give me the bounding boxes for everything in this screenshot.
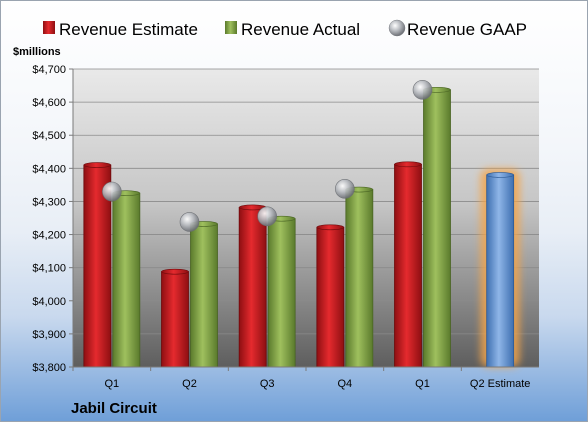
estimate-bar-body [161, 271, 189, 368]
y-axis: $3,800 $3,900 $4,000 $4,100 $4,200 $4,300 $4,4… [32, 64, 74, 374]
y-tick-label: $4,400 [32, 163, 66, 175]
actual-bar [423, 87, 451, 368]
legend-label: Revenue Estimate [59, 20, 198, 39]
estimate-bar-cap [394, 161, 422, 168]
gaap-marker [102, 181, 122, 202]
y-tick-label: $4,200 [32, 230, 66, 242]
actual-bar [112, 190, 141, 368]
estimate-bar [161, 268, 189, 368]
y-tick-label: $4,300 [32, 196, 66, 208]
legend-item: Revenue GAAP [388, 19, 527, 39]
actual-bar-body [423, 89, 451, 368]
gaap-marker [335, 179, 355, 199]
legend-swatch [225, 21, 237, 34]
x-tick-label: Q1 [415, 378, 430, 390]
actual-bar-body [190, 223, 218, 368]
estimate-bar-cap [161, 268, 189, 275]
estimate-bar [316, 224, 345, 368]
actual-bar-body [112, 192, 141, 368]
actual-bar-body [345, 189, 374, 368]
x-tick-label: Q4 [337, 378, 352, 390]
estimate-bar-cap [83, 162, 112, 168]
x-tick-label: Q2 [182, 378, 197, 390]
legend-marker [388, 19, 406, 37]
y-axis-unit-label: $millions [13, 46, 61, 58]
estimate-bar-body [316, 226, 345, 368]
legend-item: Revenue Actual [225, 20, 360, 39]
next-quarter-estimate-bar-body [486, 174, 515, 368]
x-axis: Q1 Q2 Q3 Q4 Q1 Q2 Estimate [72, 366, 539, 390]
gaap-marker [412, 80, 433, 100]
y-tick-label: $3,800 [32, 362, 66, 374]
y-tick-label: $4,700 [32, 64, 66, 76]
x-tick-label: Q2 Estimate [470, 378, 531, 390]
actual-bar-body [267, 218, 296, 368]
actual-bar [190, 221, 218, 368]
next-quarter-estimate-bar-cap [486, 172, 514, 178]
next-quarter-estimate-bar [486, 172, 515, 368]
y-tick-label: $4,100 [32, 263, 66, 275]
actual-bar [267, 215, 296, 368]
legend: Revenue Estimate Revenue Actual Revenue GA… [43, 19, 527, 39]
gridlines [73, 68, 539, 368]
legend-item: Revenue Estimate [43, 20, 198, 39]
y-tick-label: $4,500 [32, 130, 66, 142]
legend-label: Revenue GAAP [407, 20, 527, 39]
y-tick-label: $4,000 [32, 296, 66, 308]
x-tick-label: Q1 [104, 378, 119, 390]
legend-swatch [43, 21, 55, 34]
legend-label: Revenue Actual [241, 20, 360, 39]
estimate-bar [394, 161, 422, 368]
gaap-marker [257, 206, 277, 227]
estimate-bar-body [394, 163, 422, 368]
y-tick-label: $4,600 [32, 97, 66, 109]
estimate-bar-cap [316, 224, 345, 231]
estimate-bar [238, 204, 267, 368]
x-tick-label: Q3 [260, 378, 275, 390]
estimate-bar-body [238, 207, 267, 368]
gaap-marker [179, 212, 200, 232]
y-tick-label: $3,900 [32, 329, 66, 341]
plot-area [73, 69, 539, 367]
gaap-markers [102, 80, 433, 232]
company-name: Jabil Circuit [71, 400, 157, 417]
actual-bar [345, 186, 374, 368]
